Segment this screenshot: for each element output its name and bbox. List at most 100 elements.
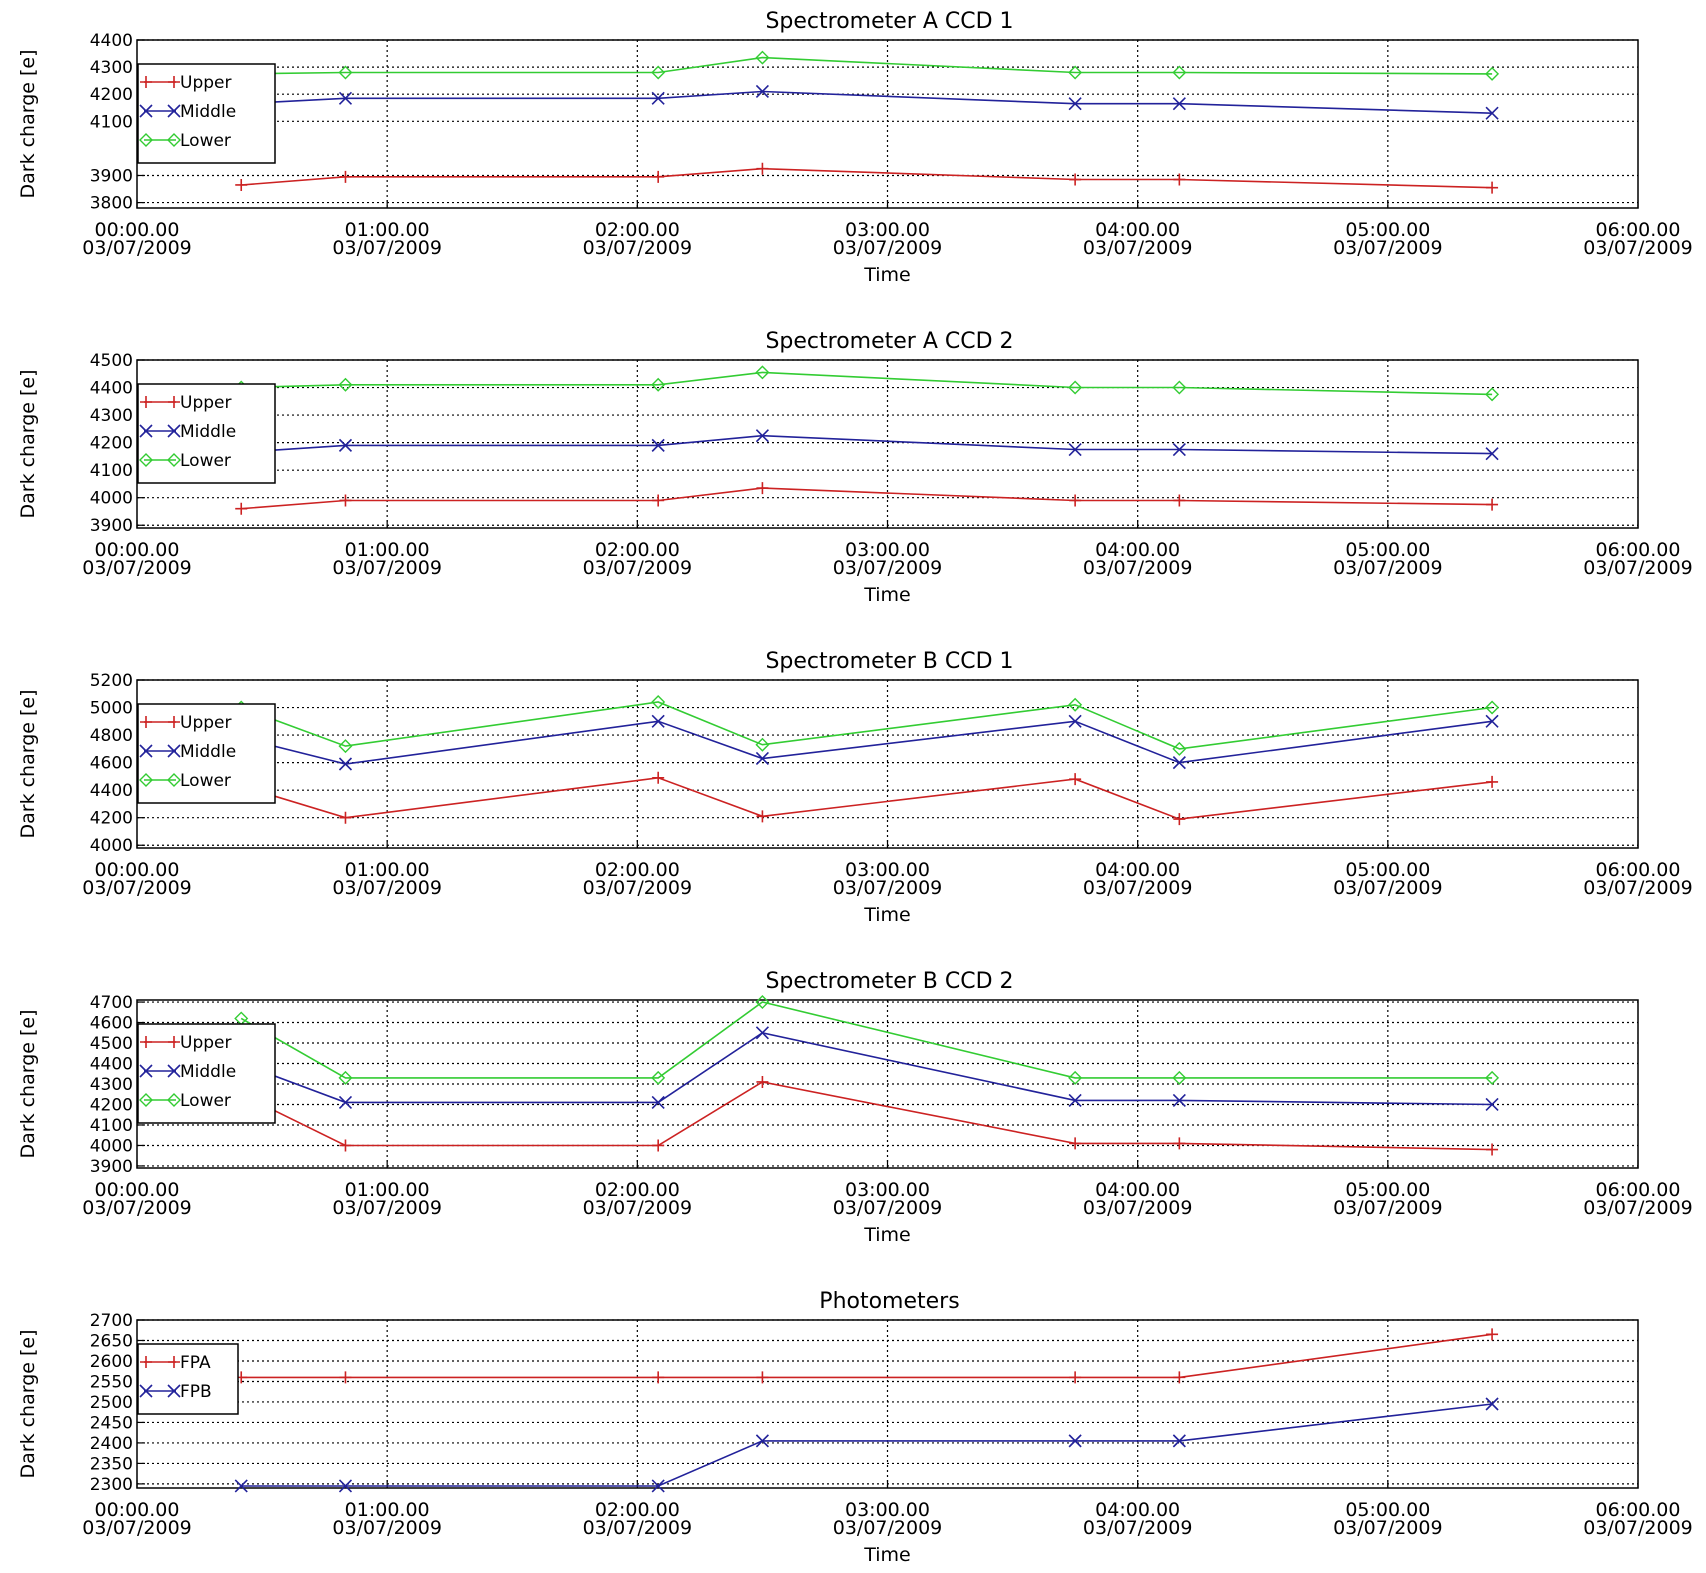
data-point-upper	[652, 494, 665, 507]
x-tick-label-date: 03/07/2009	[1333, 1197, 1443, 1219]
data-point-middle	[338, 757, 353, 771]
y-tick-label: 3800	[90, 194, 133, 214]
legend-label: FPB	[180, 1382, 212, 1402]
y-tick-label: 4000	[90, 489, 133, 509]
data-point-middle	[651, 714, 665, 728]
legend-marker-middle	[139, 1064, 153, 1078]
data-point-upper	[1069, 494, 1082, 507]
chart-title: Spectrometer B CCD 1	[765, 649, 1013, 674]
legend-label: Middle	[180, 742, 236, 762]
y-tick-label: 4000	[90, 1136, 133, 1156]
data-point-lower	[651, 1070, 666, 1085]
x-tick-label-time: 01:00.00	[345, 219, 430, 241]
x-tick-label-time: 05:00.00	[1345, 1499, 1430, 1521]
data-point-upper	[1486, 1143, 1499, 1156]
x-tick-label-date: 03/07/2009	[1083, 557, 1193, 579]
x-tick-label-time: 00:00.00	[95, 219, 180, 241]
y-tick-label: 2450	[90, 1413, 133, 1433]
y-tick-label: 3900	[90, 166, 133, 186]
data-point-fpb	[1485, 1397, 1499, 1411]
x-tick-label-time: 03:00.00	[845, 539, 930, 561]
legend-label: Middle	[180, 422, 236, 442]
data-point-upper	[1486, 181, 1499, 194]
x-tick-label-time: 06:00.00	[1596, 859, 1681, 881]
data-point-upper	[756, 162, 769, 175]
y-tick-label: 4400	[90, 781, 133, 801]
x-tick-label-date: 03/07/2009	[833, 1517, 943, 1539]
y-axis-label: Dark charge [e]	[17, 689, 39, 838]
data-point-lower	[651, 377, 666, 392]
x-tick-label-date: 03/07/2009	[82, 877, 192, 899]
legend-marker-middle	[167, 104, 181, 118]
legend-box	[137, 1343, 239, 1415]
x-axis-label: Time	[863, 264, 911, 286]
data-point-lower	[1485, 700, 1500, 715]
x-tick-label-time: 06:00.00	[1596, 539, 1681, 561]
x-tick-label-date: 03/07/2009	[833, 877, 943, 899]
x-tick-label-time: 03:00.00	[845, 219, 930, 241]
chart-title: Spectrometer A CCD 1	[765, 9, 1013, 34]
x-tick-label-time: 00:00.00	[95, 539, 180, 561]
x-tick-label-date: 03/07/2009	[332, 557, 442, 579]
x-axis-label: Time	[863, 584, 911, 606]
data-point-upper	[235, 178, 248, 191]
data-point-middle	[1172, 97, 1186, 111]
data-point-middle	[1172, 756, 1186, 770]
data-point-lower	[1485, 66, 1500, 81]
x-tick-label-date: 03/07/2009	[82, 237, 192, 259]
x-tick-label-time: 00:00.00	[95, 1179, 180, 1201]
series-line-upper	[240, 776, 1493, 820]
data-point-fpa	[1486, 1328, 1499, 1341]
x-tick-label-time: 01:00.00	[345, 1499, 430, 1521]
y-tick-label: 4500	[90, 351, 133, 371]
x-tick-label-time: 02:00.00	[595, 1179, 680, 1201]
y-tick-label: 5000	[90, 699, 133, 719]
legend-marker-lower	[167, 133, 181, 147]
x-tick-label-time: 02:00.00	[595, 859, 680, 881]
data-point-lower	[651, 65, 666, 80]
chart-title: Spectrometer B CCD 2	[765, 969, 1013, 994]
y-tick-label: 2400	[90, 1434, 133, 1454]
series-line-middle	[241, 720, 1493, 765]
data-point-upper	[339, 1139, 352, 1152]
chart-title: Spectrometer A CCD 2	[765, 329, 1013, 354]
x-tick-label-time: 04:00.00	[1095, 539, 1180, 561]
data-point-lower	[338, 1070, 353, 1085]
data-point-middle	[338, 1095, 353, 1110]
legend-label: Lower	[180, 1091, 231, 1111]
data-point-lower	[1068, 1070, 1083, 1085]
y-tick-label: 4000	[90, 836, 133, 856]
legend-marker-lower	[167, 1093, 181, 1107]
data-point-upper	[1173, 494, 1186, 507]
data-point-lower	[338, 377, 353, 392]
y-axis-label: Dark charge [e]	[17, 1329, 39, 1478]
x-tick-label-time: 04:00.00	[1095, 1179, 1180, 1201]
y-tick-label: 4800	[90, 726, 133, 746]
data-point-upper	[339, 170, 352, 183]
y-tick-label: 4200	[90, 1095, 133, 1115]
series-line-upper	[241, 487, 1493, 510]
chart-panel: Spectrometer B CCD 2 39004000410042004300…	[17, 969, 1693, 1246]
x-tick-label-time: 06:00.00	[1596, 1499, 1681, 1521]
y-tick-label: 4300	[90, 1075, 133, 1095]
chart-panel: Spectrometer A CCD 1 3800 3900 4100 4200 4300…	[17, 9, 1693, 286]
x-tick-label-date: 03/07/2009	[1583, 1517, 1693, 1539]
data-point-middle	[1068, 442, 1082, 457]
data-point-upper	[1173, 173, 1186, 186]
data-point-fpb	[338, 1479, 353, 1493]
x-tick-label-time: 01:00.00	[345, 1179, 430, 1201]
legend: Upper Middle Lower	[137, 703, 276, 804]
y-tick-label: 4100	[90, 461, 133, 481]
y-tick-label: 2700	[90, 1311, 133, 1331]
legend-label: Upper	[180, 393, 231, 413]
x-tick-label-time: 05:00.00	[1345, 219, 1430, 241]
legend-box	[137, 383, 276, 484]
legend-label: Middle	[180, 1062, 236, 1082]
legend: Upper Middle Lower	[137, 383, 276, 484]
legend-marker-upper	[140, 396, 152, 408]
y-tick-label: 4600	[90, 1014, 133, 1034]
data-point-lower	[1485, 387, 1500, 402]
legend-label: Upper	[180, 73, 231, 93]
x-axis-label: Time	[863, 904, 911, 926]
y-tick-label: 2650	[90, 1331, 133, 1351]
